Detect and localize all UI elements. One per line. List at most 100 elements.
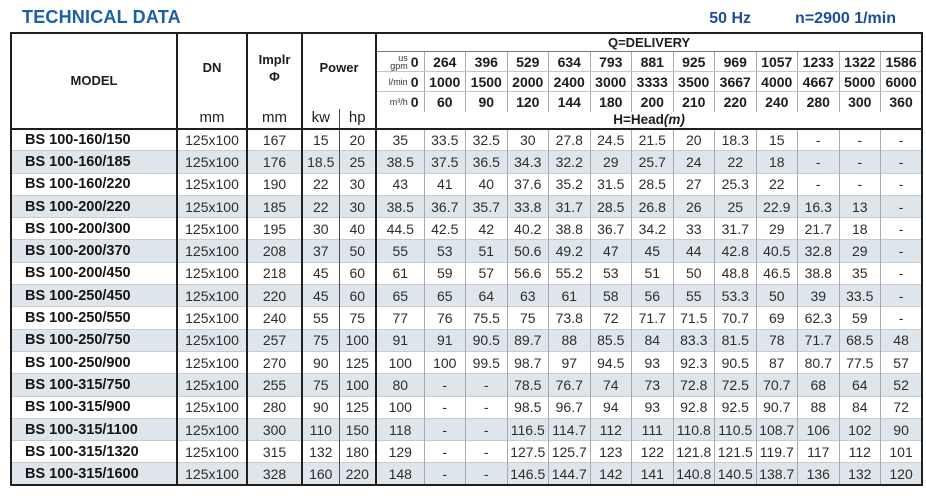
head-value-cell: 99.5 — [465, 350, 508, 374]
dn-cell: 125x100 — [177, 462, 248, 486]
head-value-cell: 31.7 — [714, 217, 757, 240]
head-value-cell: 50 — [673, 261, 715, 285]
head-value-cell: 26 — [673, 194, 715, 218]
head-value-cell: 22 — [756, 172, 798, 196]
head-value-cell: 121.5 — [714, 440, 757, 463]
head-value-cell: 90.5 — [714, 350, 757, 374]
head-value-cell: 87 — [756, 350, 798, 374]
head-value-cell: 20 — [673, 127, 715, 151]
head-value-cell: 56 — [631, 284, 674, 307]
head-value-cell: 21.5 — [631, 127, 674, 151]
model-column-header: MODEL — [11, 33, 178, 129]
head-value-cell: 65 — [376, 284, 425, 307]
flow-value-cell: 1233 — [797, 51, 840, 72]
head-value-cell: 47 — [590, 239, 632, 263]
head-value-cell: 50.6 — [507, 239, 549, 263]
head-value-cell: 59 — [839, 306, 881, 330]
head-value-cell: 72 — [880, 395, 923, 419]
head-value-cell: 33 — [673, 217, 715, 240]
head-value-cell: 29 — [590, 150, 632, 174]
dn-cell: 125x100 — [177, 373, 248, 397]
head-value-cell: 42.8 — [714, 239, 757, 263]
head-value-cell: 37.6 — [507, 172, 549, 196]
pump-row: BS 100-200/450 125x100 218 45 60 61 59 57 56.6 55… — [11, 261, 923, 285]
dn-cell: 125x100 — [177, 306, 248, 330]
head-value-cell: 120 — [880, 462, 923, 486]
head-value-cell: 92.3 — [673, 350, 715, 374]
head-value-cell: 101 — [880, 440, 923, 463]
flow-unit-label: us gpm — [390, 52, 408, 71]
model-cell: BS 100-250/450 — [11, 284, 178, 307]
head-value-cell: 102 — [839, 417, 881, 441]
head-value-cell: 35.2 — [548, 172, 591, 196]
impeller-unit: mm — [262, 108, 287, 126]
power-hp-cell: 30 — [339, 194, 377, 218]
flow-value-cell: 4000 — [756, 71, 798, 92]
power-kw-cell: 132 — [302, 440, 340, 463]
head-value-cell: 71.7 — [797, 328, 840, 352]
dn-cell: 125x100 — [177, 328, 248, 352]
power-hp-cell: 20 — [339, 127, 377, 151]
power-hp-cell: 125 — [339, 350, 377, 374]
head-value-cell: 78 — [756, 328, 798, 352]
head-value-cell: 91 — [424, 328, 466, 352]
dn-label: DN — [202, 60, 222, 76]
flow-value-cell: 396 — [465, 51, 508, 72]
model-cell: BS 100-160/220 — [11, 172, 178, 196]
head-value-cell: 31.5 — [590, 172, 632, 196]
head-title-row: H=Head(m) — [11, 112, 922, 129]
head-value-cell: 85.5 — [590, 328, 632, 352]
head-value-cell: 73 — [631, 373, 674, 397]
head-value-cell: 42.5 — [424, 217, 466, 240]
head-value-cell: - — [880, 217, 923, 240]
head-value-cell: 21.7 — [797, 217, 840, 240]
power-hp-cell: 75 — [339, 306, 377, 330]
dn-cell: 125x100 — [177, 239, 248, 263]
power-hp-cell: 220 — [339, 462, 377, 486]
head-value-cell: 122 — [631, 440, 674, 463]
head-value-cell: 62.3 — [797, 306, 840, 330]
head-value-cell: 116.5 — [507, 417, 549, 441]
flow-value-cell: 969 — [714, 51, 757, 72]
pump-row: BS 100-315/1600 125x100 328 160 220 148- -146.… — [11, 462, 923, 486]
head-value-cell: 88 — [797, 395, 840, 419]
model-cell: BS 100-200/370 — [11, 239, 178, 263]
head-value-cell: 32.2 — [548, 150, 591, 174]
head-value-cell: 59 — [424, 261, 466, 285]
head-value-cell: 96.7 — [548, 395, 591, 419]
flow-value-cell: 2000 — [507, 71, 549, 92]
head-value-cell: 41 — [424, 172, 466, 196]
head-value-cell: 25 — [714, 194, 757, 218]
head-value-cell: 110.5 — [714, 417, 757, 441]
head-value-cell: 30 — [507, 127, 549, 151]
head-value-cell: 56.6 — [507, 261, 549, 285]
head-value-cell: 72 — [590, 306, 632, 330]
impeller-cell: 328 — [247, 462, 303, 486]
head-value-cell: - — [797, 150, 840, 174]
model-cell: BS 100-315/1320 — [11, 440, 178, 463]
head-value-cell: 26.8 — [631, 194, 674, 218]
head-value-cell: - — [839, 150, 881, 174]
head-value-cell: 117 — [797, 440, 840, 463]
power-kw-cell: 18.5 — [302, 150, 340, 174]
head-value-cell: 35 — [376, 127, 425, 151]
head-value-cell: - — [880, 306, 923, 330]
flow-value-cell: 120 — [507, 91, 549, 112]
impeller-cell: 176 — [247, 150, 303, 174]
flow-value-cell: 2400 — [548, 71, 591, 92]
flow-value-cell: 1000 — [424, 71, 466, 92]
impeller-cell: 208 — [247, 239, 303, 263]
head-value-cell: 48.8 — [714, 261, 757, 285]
page-header: TECHNICAL DATA 50 Hz n=2900 1/min — [0, 0, 926, 32]
head-value-cell: 108.7 — [756, 417, 798, 441]
head-unit: (m) — [663, 112, 685, 127]
head-value-cell: 53 — [424, 239, 466, 263]
head-value-cell: 75 — [507, 306, 549, 330]
flow-value-cell: 1500 — [465, 71, 508, 92]
model-cell: BS 100-315/1100 — [11, 417, 178, 441]
model-cell: BS 100-200/220 — [11, 194, 178, 218]
head-value-cell: 44.5 — [376, 217, 425, 240]
power-hp-cell: 60 — [339, 261, 377, 285]
power-hp-cell: 40 — [339, 217, 377, 240]
head-value-cell: 90 — [880, 417, 923, 441]
